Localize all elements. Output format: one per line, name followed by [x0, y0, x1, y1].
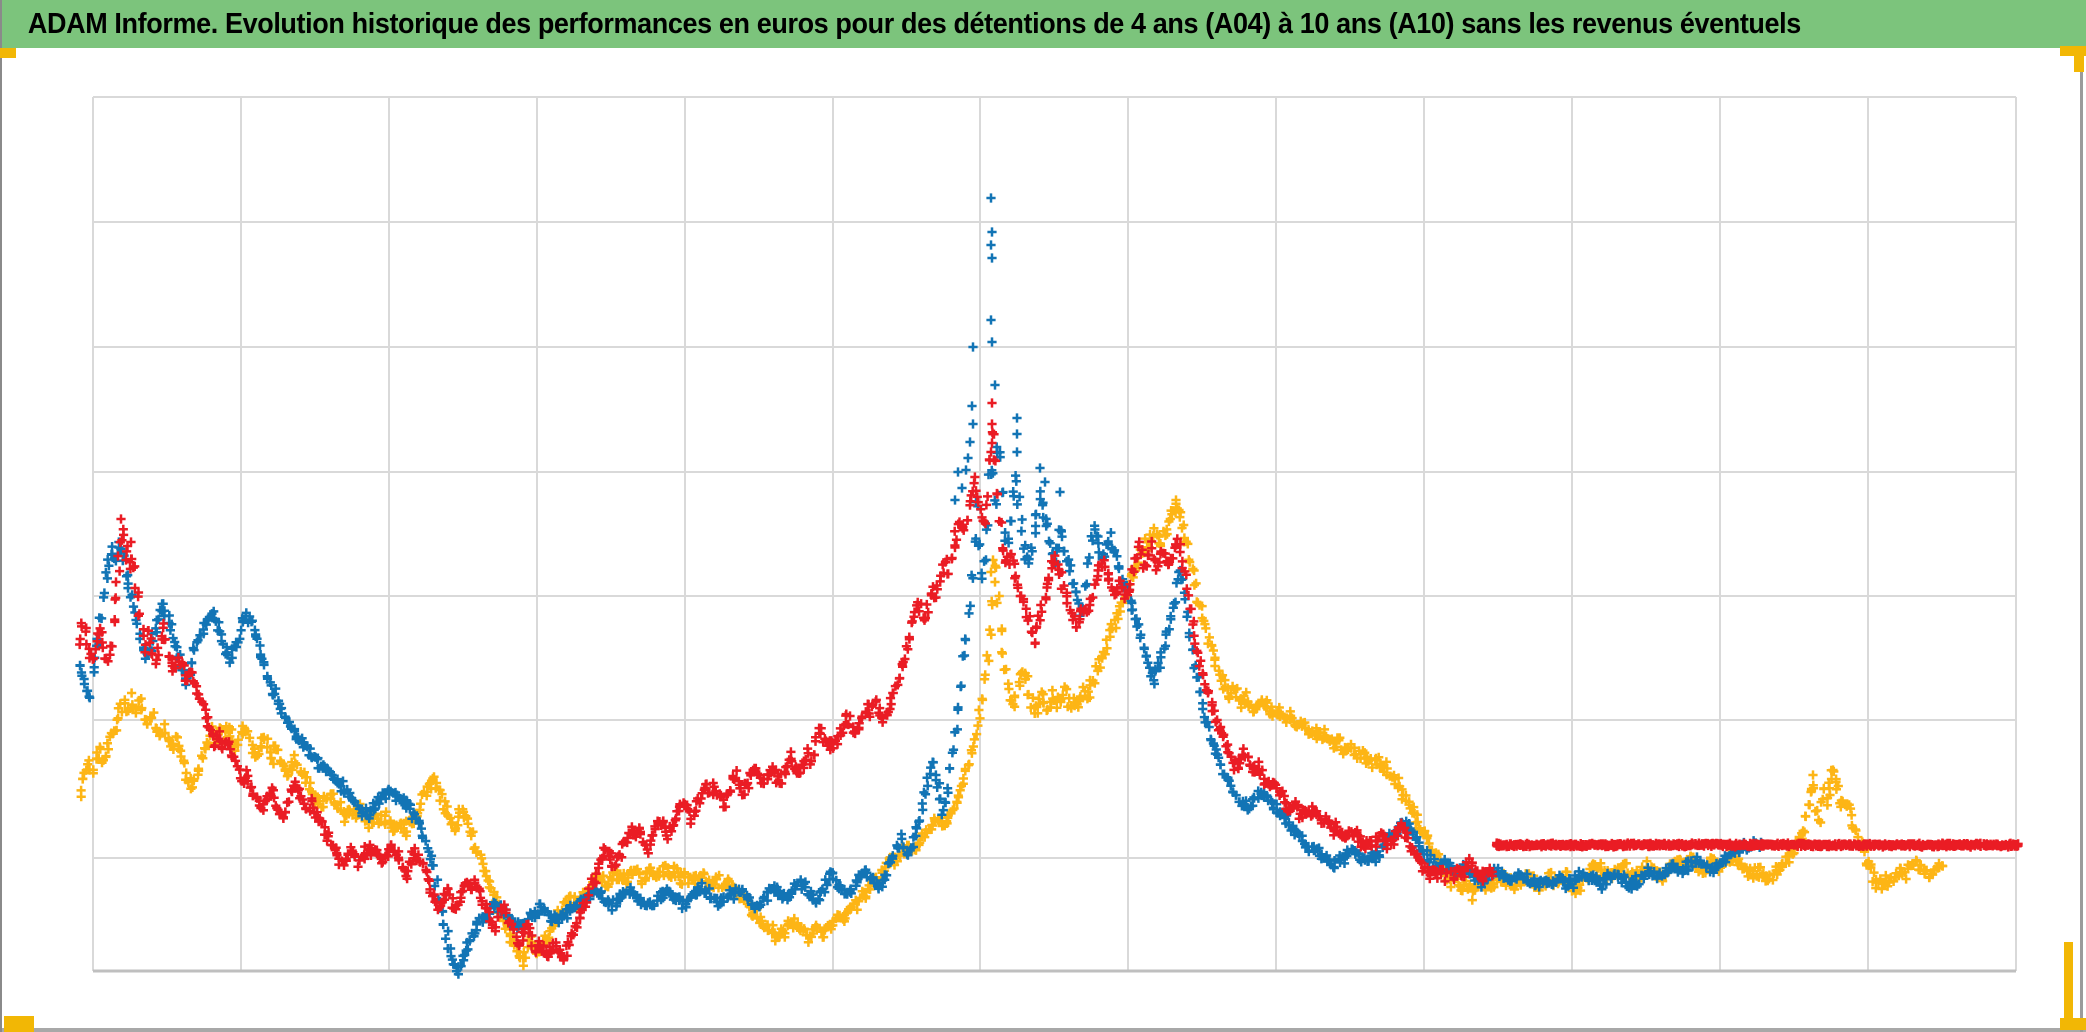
- slide-title-banner: ADAM Informe. Evolution historique des p…: [0, 0, 2086, 48]
- window-left-border: [0, 0, 2, 1032]
- selection-handle-bottom-right-h: [2060, 1018, 2086, 1030]
- window-bottom-border: [0, 1028, 2086, 1032]
- series-red-markers: [75, 398, 2023, 965]
- window-right-border: [2080, 48, 2083, 1032]
- chart[interactable]: [0, 48, 2086, 1028]
- selection-handle-top-left: [0, 48, 16, 58]
- selection-handle-bottom-right-v: [2064, 942, 2073, 1022]
- chart-gridlines: [92, 96, 2017, 973]
- selection-handle-top-right-h: [2060, 46, 2086, 56]
- selection-handle-top-right-v: [2074, 46, 2084, 72]
- series-blue-markers: [75, 193, 1766, 979]
- page-title: ADAM Informe. Evolution historique des p…: [27, 7, 1801, 40]
- series-gold-markers: [76, 495, 1948, 971]
- selection-handle-bottom-left: [4, 1016, 34, 1032]
- chart-series: [75, 193, 2023, 979]
- chart-svg: [75, 96, 2023, 979]
